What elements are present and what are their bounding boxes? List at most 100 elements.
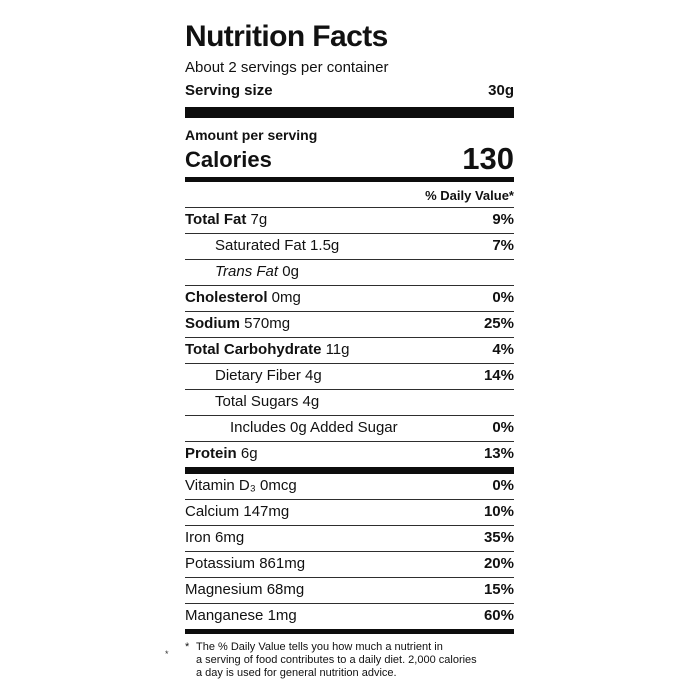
- footnote-line: a serving of food contributes to a daily…: [196, 654, 477, 666]
- serving-size-label: Serving size: [185, 82, 273, 99]
- nutrition-facts-label: Nutrition Facts About 2 servings per con…: [165, 20, 514, 680]
- nutrient-daily-value: 60%: [483, 607, 514, 624]
- nutrient-daily-value: 15%: [483, 581, 514, 598]
- nutrient-name-amount: Dietary Fiber 4g: [185, 368, 322, 384]
- nutrient-amount: 0mcg: [255, 477, 297, 494]
- nutrient-name: Vitamin D₃: [185, 477, 256, 494]
- nutrient-name: Cholesterol: [185, 289, 268, 306]
- amount-per-serving-label: Amount per serving: [185, 127, 318, 143]
- nutrient-name-amount: Iron 6mg: [185, 530, 244, 546]
- footnote-line: a day is used for general nutrition advi…: [196, 667, 397, 679]
- nutrient-name: Includes 0g Added Sugar: [230, 419, 398, 436]
- nutrient-daily-value: 10%: [483, 503, 514, 520]
- nutrient-name-amount: Trans Fat 0g: [185, 264, 299, 280]
- nutrient-row: Cholesterol 0mg 0%: [185, 285, 514, 311]
- nutrient-daily-value: 0%: [492, 419, 514, 436]
- daily-value-header: % Daily Value*: [425, 188, 514, 203]
- nutrient-row: Vitamin D₃ 0mcg 0%: [185, 474, 514, 499]
- nutrient-row: Trans Fat 0g: [185, 259, 514, 285]
- nutrient-name: Total Sugars: [215, 393, 299, 410]
- nutrient-daily-value: 4%: [492, 341, 514, 358]
- nutrient-name: Magnesium: [185, 581, 263, 598]
- nutrient-name: Saturated Fat: [215, 237, 306, 254]
- nutrient-row: Includes 0g Added Sugar 0%: [185, 415, 514, 441]
- nutrient-name-amount: Sodium 570mg: [185, 316, 290, 332]
- label-title: Nutrition Facts: [185, 20, 388, 53]
- nutrient-name: Protein: [185, 445, 237, 462]
- nutrient-name-amount: Magnesium 68mg: [185, 582, 304, 598]
- nutrient-amount: 0g: [278, 263, 299, 280]
- serving-size-row: Serving size 30g: [185, 82, 514, 100]
- nutrient-name-amount: Total Sugars 4g: [185, 394, 319, 410]
- nutrient-row: Magnesium 68mg 15%: [185, 577, 514, 603]
- nutrient-row: Saturated Fat 1.5g 7%: [185, 233, 514, 259]
- nutrient-amount: 4g: [298, 393, 320, 410]
- nutrient-row: Dietary Fiber 4g 14%: [185, 363, 514, 389]
- footnote-asterisk: *: [185, 641, 190, 653]
- nutrient-name: Manganese: [185, 607, 264, 624]
- nutrient-amount: 861mg: [255, 555, 306, 572]
- divider-medium: [185, 177, 514, 182]
- nutrient-daily-value: 13%: [483, 445, 514, 462]
- nutrient-amount: 11g: [321, 341, 350, 358]
- nutrient-daily-value: 7%: [492, 237, 514, 254]
- micronutrient-rows: Vitamin D₃ 0mcg 0% Calcium 147mg 10% Iro…: [185, 474, 514, 629]
- calories-label: Calories: [185, 147, 272, 172]
- nutrient-daily-value: 20%: [483, 555, 514, 572]
- nutrient-name: Sodium: [185, 315, 240, 332]
- nutrient-amount: 68mg: [262, 581, 305, 598]
- nutrient-amount: 6g: [236, 445, 258, 462]
- nutrient-amount: 570mg: [240, 315, 291, 332]
- divider-bottom: [185, 629, 514, 634]
- nutrient-amount: 7g: [246, 211, 268, 228]
- nutrient-name: Total Fat: [185, 211, 247, 228]
- nutrient-name-amount: Total Fat 7g: [185, 212, 267, 228]
- nutrient-name-amount: Cholesterol 0mg: [185, 290, 301, 306]
- nutrient-amount: 147mg: [239, 503, 290, 520]
- nutrient-amount: 1mg: [263, 607, 297, 624]
- nutrient-amount: 0mg: [267, 289, 301, 306]
- nutrient-name-amount: Protein 6g: [185, 446, 258, 462]
- nutrient-amount: 4g: [300, 367, 322, 384]
- nutrient-name-amount: Calcium 147mg: [185, 504, 289, 520]
- servings-per-container: About 2 servings per container: [185, 59, 389, 76]
- footnote: * * The % Daily Value tells you how much…: [165, 641, 514, 680]
- nutrient-name: Potassium: [185, 555, 256, 572]
- nutrient-row: Protein 6g 13%: [185, 441, 514, 467]
- margin-asterisk-mark: *: [165, 649, 169, 659]
- calories-value: 130: [462, 141, 514, 176]
- nutrient-daily-value: 35%: [483, 529, 514, 546]
- nutrient-daily-value: 14%: [483, 367, 514, 384]
- nutrient-name-amount: Potassium 861mg: [185, 556, 305, 572]
- nutrient-name-amount: Saturated Fat 1.5g: [185, 238, 339, 254]
- nutrient-row: Calcium 147mg 10%: [185, 499, 514, 525]
- nutrient-name: Calcium: [185, 503, 240, 520]
- nutrient-name: Total Carbohydrate: [185, 341, 322, 358]
- nutrient-daily-value: 0%: [492, 289, 514, 306]
- nutrient-row: Total Sugars 4g: [185, 389, 514, 415]
- nutrient-row: Potassium 861mg 20%: [185, 551, 514, 577]
- nutrient-row: Total Fat 7g 9%: [185, 207, 514, 233]
- footnote-line: The % Daily Value tells you how much a n…: [196, 641, 443, 653]
- nutrient-name-amount: Includes 0g Added Sugar: [185, 420, 398, 436]
- nutrient-name: Iron: [185, 529, 211, 546]
- nutrient-row: Total Carbohydrate 11g 4%: [185, 337, 514, 363]
- macronutrient-rows: Total Fat 7g 9% Saturated Fat 1.5g 7% Tr…: [185, 207, 514, 467]
- footnote-text: The % Daily Value tells you how much a n…: [196, 641, 477, 680]
- nutrient-row: Iron 6mg 35%: [185, 525, 514, 551]
- divider-thick-protein: [185, 467, 514, 474]
- nutrient-amount: 6mg: [210, 529, 245, 546]
- nutrient-name: Dietary Fiber: [215, 367, 301, 384]
- nutrient-name-amount: Vitamin D₃ 0mcg: [185, 478, 297, 494]
- nutrient-name-amount: Total Carbohydrate 11g: [185, 342, 350, 358]
- serving-size-value: 30g: [488, 82, 514, 99]
- nutrient-amount: 1.5g: [305, 237, 340, 254]
- nutrient-row: Sodium 570mg 25%: [185, 311, 514, 337]
- calories-row: Calories 130: [185, 141, 514, 176]
- nutrient-daily-value: 25%: [483, 315, 514, 332]
- nutrient-name-amount: Manganese 1mg: [185, 608, 297, 624]
- divider-thick-top: [185, 107, 514, 118]
- nutrient-name: Trans Fat: [215, 263, 279, 280]
- nutrient-row: Manganese 1mg 60%: [185, 603, 514, 629]
- nutrient-daily-value: 0%: [492, 477, 514, 494]
